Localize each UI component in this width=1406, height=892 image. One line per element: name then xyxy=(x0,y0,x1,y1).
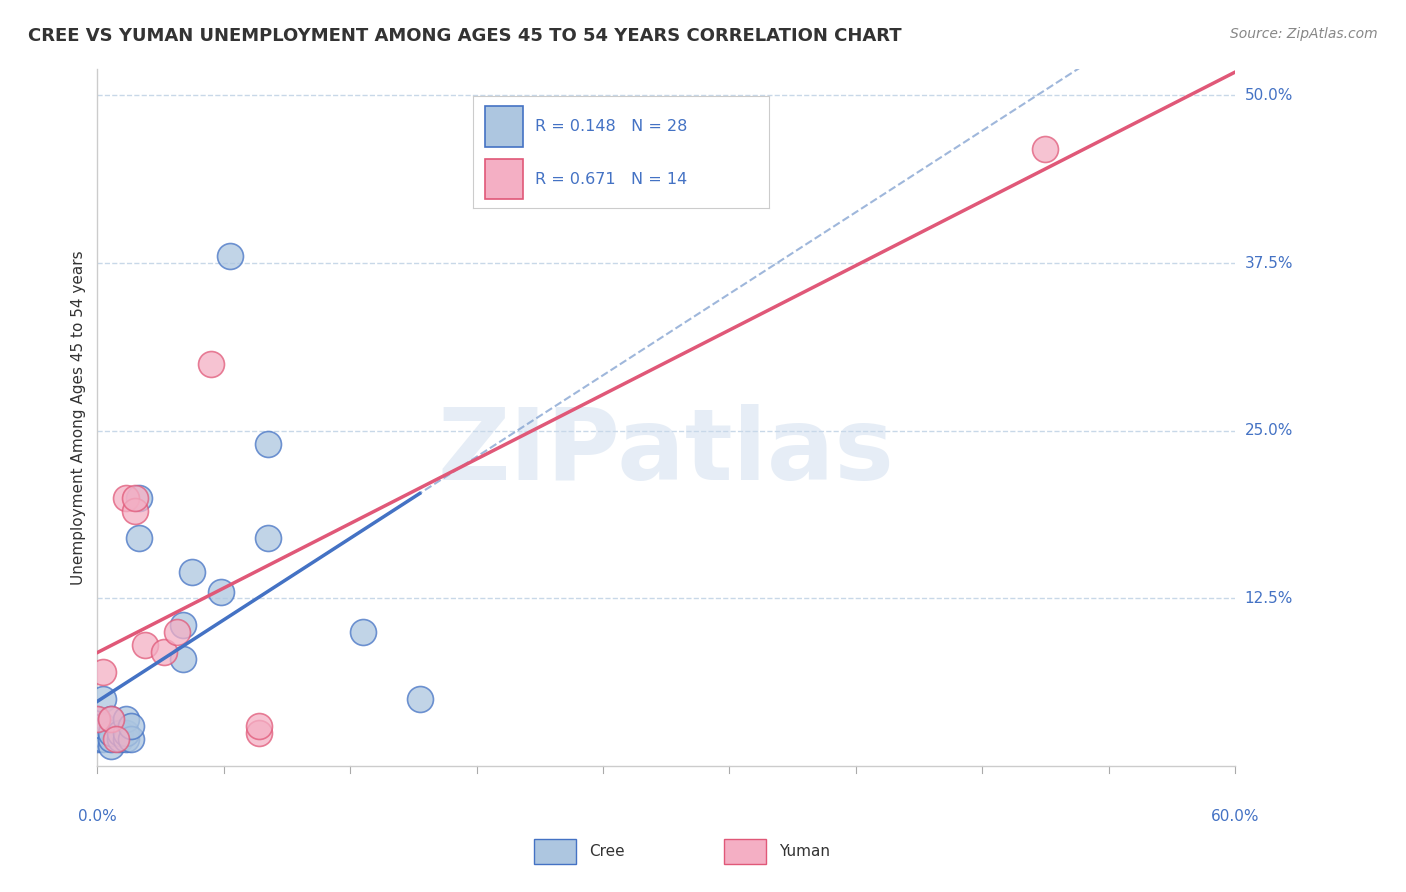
Point xyxy=(200,357,222,371)
Point xyxy=(100,712,122,726)
Text: 37.5%: 37.5% xyxy=(1244,256,1294,270)
Point xyxy=(1035,142,1057,156)
Point xyxy=(128,491,150,505)
Point xyxy=(121,732,143,747)
Point xyxy=(114,712,136,726)
Text: Source: ZipAtlas.com: Source: ZipAtlas.com xyxy=(1230,27,1378,41)
Point xyxy=(114,725,136,739)
Point xyxy=(100,739,122,753)
Bar xyxy=(724,839,766,864)
Text: ZIPatlas: ZIPatlas xyxy=(437,404,894,500)
Point xyxy=(100,725,122,739)
Point xyxy=(257,531,280,545)
Point xyxy=(209,584,232,599)
Point xyxy=(86,712,108,726)
Point xyxy=(166,625,188,640)
Text: CREE VS YUMAN UNEMPLOYMENT AMONG AGES 45 TO 54 YEARS CORRELATION CHART: CREE VS YUMAN UNEMPLOYMENT AMONG AGES 45… xyxy=(28,27,901,45)
Point xyxy=(91,665,114,680)
Point xyxy=(114,732,136,747)
Bar xyxy=(534,839,576,864)
Text: 60.0%: 60.0% xyxy=(1211,809,1260,824)
Point xyxy=(352,625,374,640)
Point xyxy=(86,732,108,747)
Point xyxy=(247,725,270,739)
Text: 12.5%: 12.5% xyxy=(1244,591,1294,606)
Point xyxy=(152,645,174,659)
Point xyxy=(172,652,194,666)
Point xyxy=(247,719,270,733)
Text: Yuman: Yuman xyxy=(779,845,830,859)
Point xyxy=(124,504,146,518)
Point xyxy=(181,565,204,579)
Y-axis label: Unemployment Among Ages 45 to 54 years: Unemployment Among Ages 45 to 54 years xyxy=(72,250,86,584)
Point xyxy=(219,249,242,263)
Point xyxy=(86,725,108,739)
Point xyxy=(257,437,280,451)
Point xyxy=(105,732,128,747)
Point xyxy=(134,639,156,653)
Point xyxy=(100,732,122,747)
Point xyxy=(408,692,430,706)
Point xyxy=(121,719,143,733)
Point xyxy=(91,719,114,733)
Point xyxy=(108,725,131,739)
Point xyxy=(172,618,194,632)
Point xyxy=(100,712,122,726)
Point xyxy=(128,531,150,545)
Point xyxy=(91,692,114,706)
Text: 25.0%: 25.0% xyxy=(1244,424,1294,438)
Text: 0.0%: 0.0% xyxy=(77,809,117,824)
Point xyxy=(91,732,114,747)
Point xyxy=(108,732,131,747)
Point xyxy=(124,491,146,505)
Text: Cree: Cree xyxy=(589,845,624,859)
Point xyxy=(86,712,108,726)
Point xyxy=(114,491,136,505)
Text: 50.0%: 50.0% xyxy=(1244,87,1294,103)
